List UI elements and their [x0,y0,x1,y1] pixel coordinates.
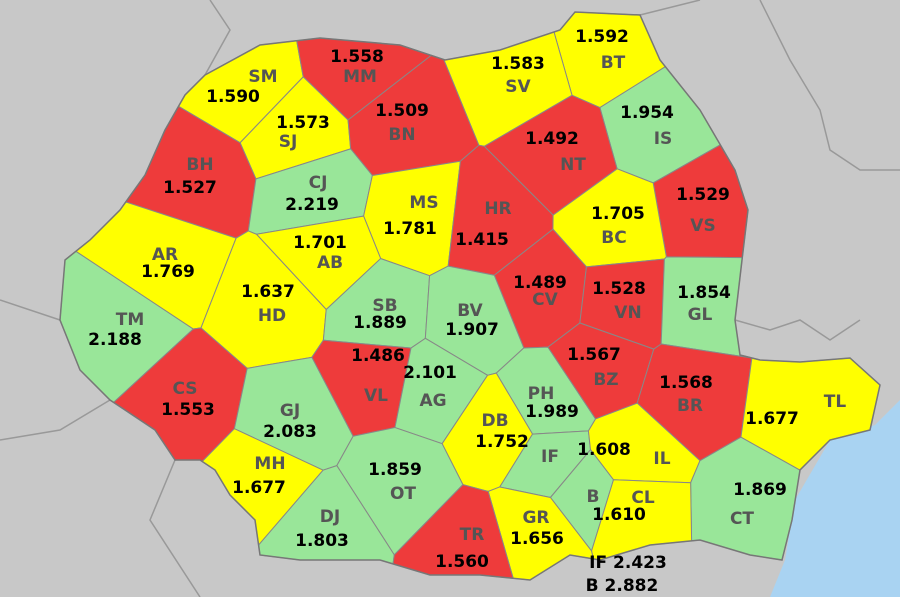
county-value: 1.859 [368,460,422,480]
county-code: HR [484,199,511,219]
county-value: 1.486 [351,346,405,366]
county-value: 1.567 [567,345,621,365]
county-code: BZ [593,370,618,390]
county-code: IS [654,129,673,149]
county-value: 1.608 [577,440,631,460]
county-value: 1.656 [510,529,564,549]
county-code: CV [532,290,558,310]
county-value: 1.560 [435,552,489,572]
legend-value: 2.882 [605,576,659,596]
county-code: GR [522,508,549,528]
county-value: 1.677 [232,478,286,498]
legend-code: B [586,576,599,596]
county-value: 1.573 [276,113,330,133]
county-value: 1.553 [161,400,215,420]
county-code: SJ [279,132,298,152]
county-code: HD [258,306,286,326]
county-code: TM [116,310,145,330]
county-value: 1.592 [575,27,629,47]
county-code: CL [631,488,654,508]
county-code: CJ [309,173,328,193]
country-outline [59,11,881,581]
county-value: 1.769 [141,262,195,282]
county-code: MH [254,454,285,474]
county-code: BV [457,301,483,321]
county-code: BC [601,228,626,248]
sea [770,400,900,597]
county-value: 1.637 [241,282,295,302]
legend-value: 2.423 [613,553,667,573]
county-code: SM [248,67,277,87]
county-value: 2.083 [263,422,317,442]
county-code: SV [505,77,531,97]
county-code: GL [688,305,713,325]
county-code: OT [390,484,416,504]
county-value: 1.677 [745,409,799,429]
county-value: 1.489 [513,273,567,293]
county-value: 1.527 [163,178,217,198]
county-code: AG [419,391,446,411]
county-value: 2.219 [285,195,339,215]
county-value: 1.889 [353,313,407,333]
county-value: 1.954 [620,103,674,123]
county-value: 1.701 [293,233,347,253]
legend-code: IF [589,553,607,573]
county-value: 2.101 [403,363,457,383]
county-code: BR [677,396,703,416]
county-code: IL [653,449,670,469]
county-code: B [587,487,600,507]
county-value: 1.803 [295,531,349,551]
county-code: PH [528,384,555,404]
county-code: IF [541,447,559,467]
county-value: 1.705 [591,204,645,224]
county-value: 1.583 [491,54,545,74]
county-value: 1.907 [445,320,499,340]
labels: SM1.590 MM1.558 BT 1.592 SV 1.583 SJ1.573 BN 1.5… [88,27,846,572]
county-code: BT [601,53,626,73]
county-code: AB [317,253,343,273]
county-code: AR [152,245,178,265]
county-value: 1.869 [733,480,787,500]
county-value: 1.590 [206,87,260,107]
county-value: 1.528 [592,279,646,299]
county-code: MM [343,67,377,87]
county-value: 1.568 [659,373,713,393]
county-code: NT [560,155,586,175]
county-code: TL [824,392,847,412]
county-code: DB [481,411,508,431]
county-code: MS [409,193,438,213]
county-code: SB [372,296,397,316]
counties [59,11,881,581]
county-value: 1.781 [383,219,437,239]
county-value: 1.989 [525,402,579,422]
county-value: 1.509 [375,101,429,121]
county-code: VL [364,386,388,406]
county-value: 1.558 [330,47,384,67]
county-value: 1.529 [676,185,730,205]
county-code: GJ [280,401,300,421]
county-value: 1.492 [525,129,579,149]
county-code: DJ [320,507,340,527]
county-value: 1.752 [475,432,529,452]
legend-if: IF 2.423 [589,553,667,573]
county-value: 1.415 [455,230,509,250]
county-value: 2.188 [88,330,142,350]
county-code: BN [388,125,415,145]
county-value: 1.610 [592,505,646,525]
county-code: CT [730,509,754,529]
county-code: VN [614,303,641,323]
county-code: BH [186,155,213,175]
county-value: 1.854 [677,283,731,303]
county-code: VS [690,216,715,236]
county-code: TR [460,525,485,545]
county-code: CS [172,379,197,399]
legend-b: B 2.882 [586,576,659,596]
